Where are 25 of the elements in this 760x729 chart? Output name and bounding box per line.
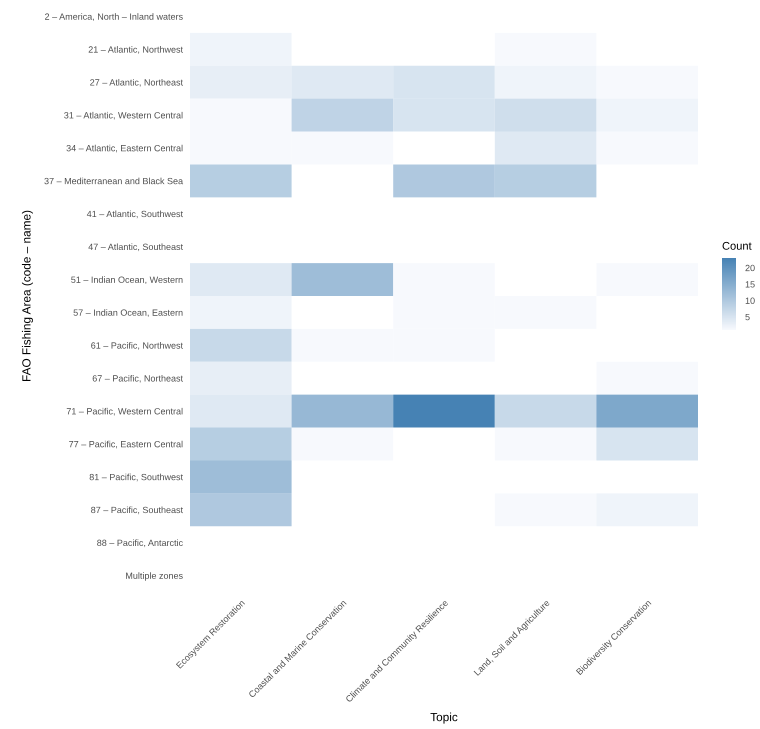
color-bar-label: 20	[745, 264, 755, 272]
y-tick-label: 77 – Pacific, Eastern Central	[69, 440, 182, 448]
color-bar-label: 15	[746, 281, 755, 288]
y-tick-label: 34 – Atlantic, Eastern Central	[66, 144, 182, 152]
color-bar-label: 10	[746, 298, 755, 304]
y-tick-label: 67 – Pacific, Northeast	[92, 374, 183, 383]
y-tick-label: 31 – Atlantic, Western Central	[64, 112, 182, 120]
y-tick-label: 27 – Atlantic, Northeast	[90, 78, 183, 87]
y-axis-title: FAO Fishing Area (code – name)	[22, 210, 33, 381]
color-bar-label: 5	[745, 314, 750, 320]
y-tick-label: 81 – Pacific, Southwest	[90, 474, 183, 482]
y-tick-label: 21 – Atlantic, Northwest	[88, 46, 183, 54]
y-tick-label: 87 – Pacific, Southeast	[91, 506, 183, 514]
y-tick-label: 41 – Atlantic, Southwest	[86, 210, 183, 218]
y-tick-label: Multiple zones	[126, 572, 183, 581]
color-bar-title: Count	[722, 242, 752, 250]
y-tick-label: 61 – Pacific, Northwest	[91, 342, 183, 350]
x-axis-title: Topic	[430, 712, 458, 724]
y-tick-label: 71 – Pacific, Western Central	[66, 408, 182, 416]
y-tick-label: 57 – Indian Ocean, Eastern	[74, 309, 182, 317]
y-tick-label: 88 – Pacific, Antarctic	[97, 539, 183, 548]
y-tick-label: 37 – Mediterranean and Black Sea	[44, 178, 184, 184]
y-tick-label: 2 – America, North – Inland waters	[45, 13, 183, 21]
y-tick-label: 51 – Indian Ocean, Western	[71, 276, 182, 284]
y-tick-label: 47 – Atlantic, Southeast	[88, 243, 183, 252]
